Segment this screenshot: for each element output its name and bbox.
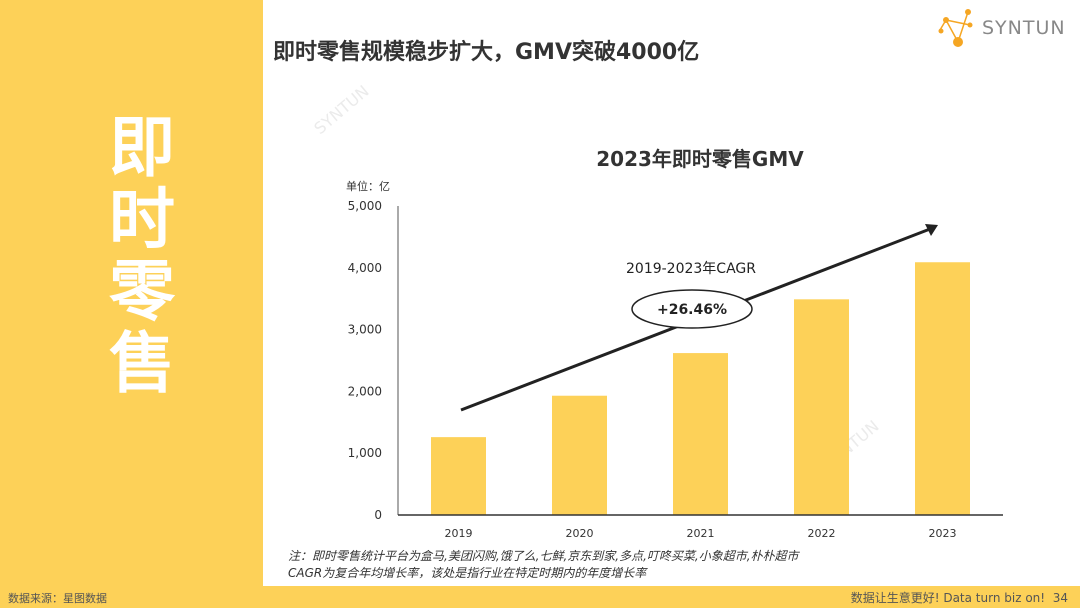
page-title: 即时零售规模稳步扩大，GMV突破4000亿 xyxy=(273,40,700,65)
cagr-label: 2019-2023年CAGR xyxy=(626,261,756,277)
page-number: 34 xyxy=(1052,591,1068,605)
note-line: CAGR为复合年均增长率，该处是指行业在特定时期内的年度增长率 xyxy=(288,566,647,580)
bar xyxy=(673,353,728,515)
x-tick-label: 2023 xyxy=(929,527,957,540)
y-tick-label: 3,000 xyxy=(348,323,382,337)
y-tick-label: 0 xyxy=(374,508,382,522)
arrow-head-icon xyxy=(925,224,938,236)
source-text: 数据来源：星图数据 xyxy=(8,592,107,605)
note-line: 注：即时零售统计平台为盒马,美团闪购,饿了么,七鲜,京东到家,多点,叮咚买菜,小… xyxy=(288,549,799,563)
cagr-value: +26.46% xyxy=(657,302,727,318)
chart-note: 注：即时零售统计平台为盒马,美团闪购,饿了么,七鲜,京东到家,多点,叮咚买菜,小… xyxy=(288,548,799,582)
bar xyxy=(431,437,486,515)
logo: SYNTUN xyxy=(938,8,1066,48)
x-tick-label: 2022 xyxy=(808,527,836,540)
logo-text: SYNTUN xyxy=(982,17,1066,39)
chart-title: 2023年即时零售GMV xyxy=(596,147,804,171)
footer-bar xyxy=(0,586,1080,608)
cagr-ellipse xyxy=(631,289,753,329)
y-tick-label: 5,000 xyxy=(348,199,382,213)
watermark: SYNTUN xyxy=(310,81,372,138)
bar xyxy=(794,299,849,515)
slogan-text: 数据让生意更好! Data turn biz on! xyxy=(850,591,1046,605)
slogan: 数据让生意更好! Data turn biz on! 34 xyxy=(851,589,1068,606)
x-tick-label: 2021 xyxy=(687,527,715,540)
logo-icon xyxy=(938,9,973,47)
y-tick-label: 4,000 xyxy=(348,261,382,275)
side-title: 即时零售 xyxy=(98,112,175,400)
bar xyxy=(915,262,970,515)
unit-label: 单位：亿 xyxy=(346,179,390,193)
x-tick-label: 2020 xyxy=(566,527,594,540)
x-tick-label: 2019 xyxy=(445,527,473,540)
y-tick-label: 2,000 xyxy=(348,384,382,398)
bar xyxy=(552,395,607,515)
y-tick-label: 1,000 xyxy=(348,446,382,460)
side-panel xyxy=(0,0,263,608)
